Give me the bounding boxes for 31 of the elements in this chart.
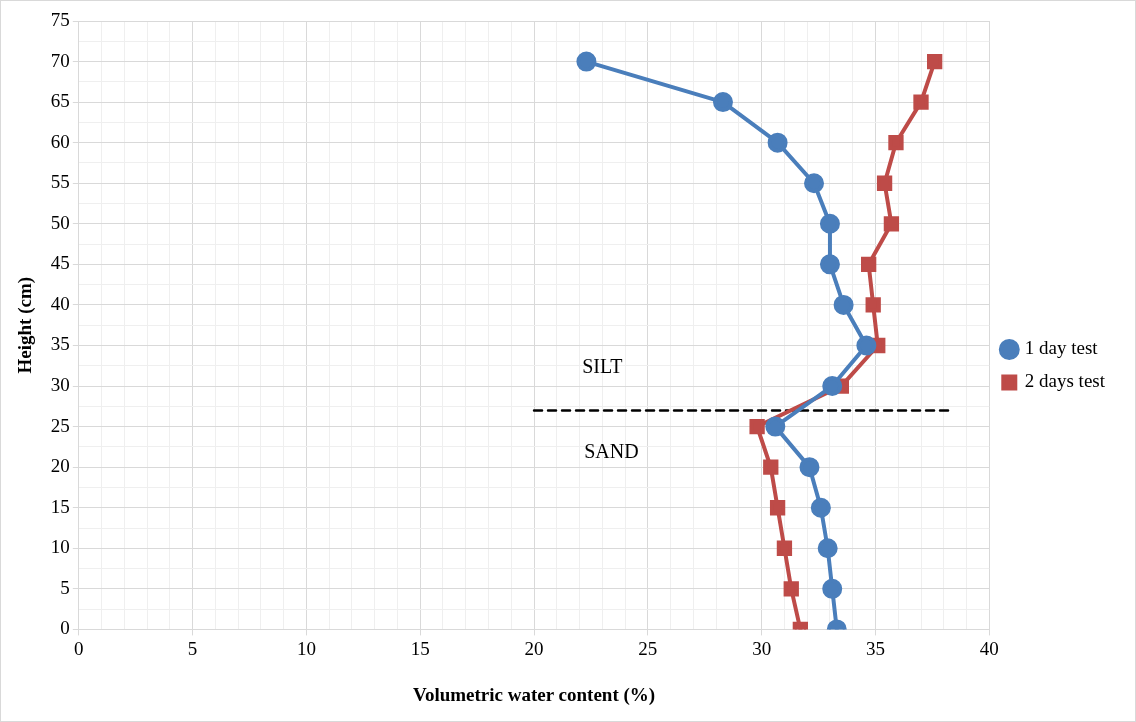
x-tick-label: 5 [187,637,198,659]
x-tick-label: 40 [979,637,999,659]
x-tick-label: 10 [296,637,316,659]
y-tick-label: 40 [50,292,70,314]
y-tick-label: 65 [50,90,70,112]
y-tick-label: 30 [50,374,70,396]
y-tick-label: 25 [50,414,70,436]
y-axis-title: Height (cm) [14,276,37,374]
x-tick-label: 0 [74,637,84,659]
x-axis-title: Volumetric water content (%) [412,683,656,706]
y-tick-label: 75 [50,8,70,30]
x-tick-label: 30 [752,637,772,659]
y-tick-label: 50 [50,211,70,233]
y-tick-label: 70 [50,49,70,71]
y-tick-label: 35 [50,333,70,355]
x-tick-label: 35 [865,637,885,659]
legend-label: 1 day test [1024,337,1099,359]
y-tick-label: 45 [50,252,70,274]
y-tick-label: 5 [60,576,70,598]
legend-label: 2 days test [1024,370,1106,392]
y-tick-label: 60 [50,130,70,152]
x-tick-label: 25 [638,637,658,659]
x-tick-label: 15 [410,637,430,659]
x-tick-label: 20 [524,637,544,659]
y-tick-label: 55 [50,171,70,193]
y-tick-label: 10 [50,536,70,558]
y-tick-label: 20 [50,455,70,477]
y-tick-label: 15 [50,495,70,517]
annotation: SAND [584,440,639,463]
annotation: SILT [582,355,623,378]
y-tick-label: 0 [60,617,70,639]
